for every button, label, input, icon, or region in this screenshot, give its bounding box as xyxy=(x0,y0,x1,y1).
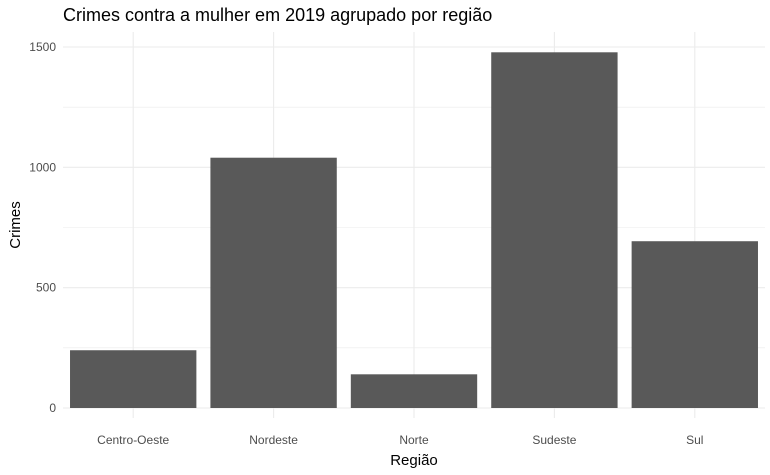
bar-sul xyxy=(631,241,758,408)
y-tick-label: 500 xyxy=(36,281,56,295)
y-axis-title: Crimes xyxy=(7,201,24,249)
bar-centro-oeste xyxy=(70,350,197,408)
bar-sudeste xyxy=(491,52,618,408)
chart-title: Crimes contra a mulher em 2019 agrupado … xyxy=(63,5,493,25)
x-axis-ticks: Centro-Oeste Nordeste Norte Sudeste Sul xyxy=(97,433,703,447)
bar-norte xyxy=(350,374,478,408)
bar-nordeste xyxy=(210,157,337,408)
x-tick-label: Centro-Oeste xyxy=(97,433,169,447)
x-axis-title: Região xyxy=(390,452,438,469)
bars xyxy=(70,52,758,408)
y-tick-label: 1000 xyxy=(29,160,56,174)
y-axis-ticks: 0 500 1000 1500 xyxy=(29,40,56,415)
y-tick-label: 0 xyxy=(49,401,56,415)
y-tick-label: 1500 xyxy=(29,40,56,54)
x-tick-label: Sul xyxy=(686,433,703,447)
x-tick-label: Nordeste xyxy=(249,433,298,447)
x-tick-label: Sudeste xyxy=(532,433,576,447)
x-tick-label: Norte xyxy=(399,433,429,447)
